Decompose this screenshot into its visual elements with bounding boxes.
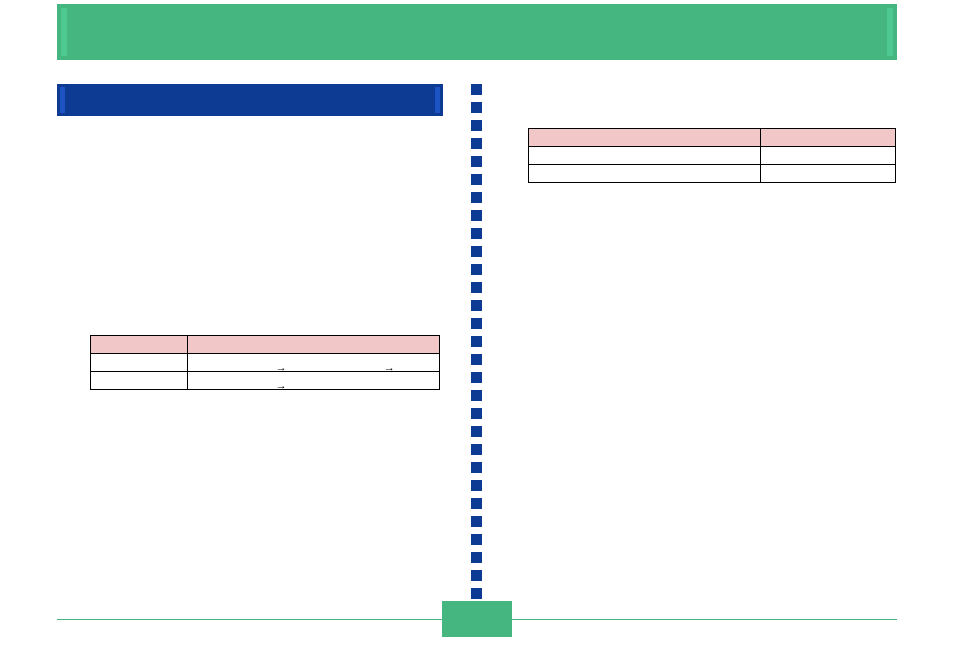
table-header-cell (91, 336, 188, 354)
table-row: → → (91, 354, 440, 372)
table-cell (529, 165, 761, 183)
table-header-cell (187, 336, 439, 354)
table-cell (91, 354, 188, 372)
table-row: → (91, 372, 440, 390)
table-header-cell (529, 129, 761, 147)
arrow-icon: → (276, 381, 287, 392)
table-row (529, 165, 896, 183)
table-cell: → (187, 372, 439, 390)
left-table: → → → (90, 335, 440, 390)
table-header-row (91, 336, 440, 354)
table-header-row (529, 129, 896, 147)
table-cell (91, 372, 188, 390)
page-number-box (442, 601, 512, 637)
table-cell: → → (187, 354, 439, 372)
table-header-cell (761, 129, 896, 147)
column-divider-dotted (471, 84, 483, 606)
table-cell (529, 147, 761, 165)
table-row (529, 147, 896, 165)
table-cell (761, 147, 896, 165)
table-cell (761, 165, 896, 183)
top-banner (57, 4, 897, 60)
section-heading-bar (57, 84, 443, 116)
right-table (528, 128, 896, 183)
